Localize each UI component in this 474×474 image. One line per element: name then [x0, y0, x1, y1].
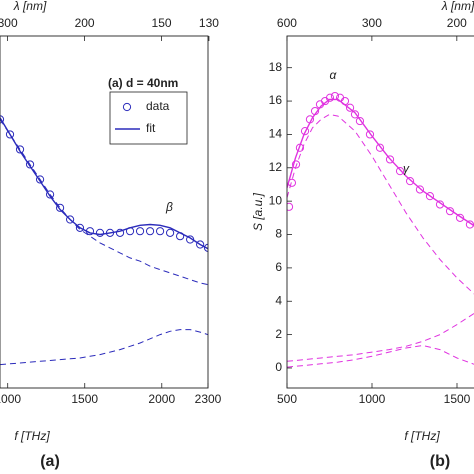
data-point	[196, 240, 205, 249]
legend-box	[109, 91, 188, 145]
y-tick-label: 12	[269, 160, 283, 174]
data-point	[455, 213, 465, 222]
dashed-curve	[287, 344, 474, 368]
y-tick-label: 10	[269, 193, 283, 207]
data-point	[145, 227, 155, 236]
data-point	[405, 177, 415, 186]
panel-caption: (b)	[430, 453, 450, 470]
y-tick-label: 8	[275, 227, 282, 241]
fit-curve	[0, 117, 208, 250]
legend-title: (a) d = 40nm	[108, 76, 178, 90]
annotation: β	[165, 200, 173, 214]
dashed-curve	[0, 119, 208, 286]
y-tick-label: 4	[275, 293, 282, 307]
data-point	[135, 227, 145, 236]
x-axis-label: f [THz]	[14, 429, 50, 443]
legend-label: fit	[146, 121, 156, 135]
y-tick-label: 18	[269, 60, 283, 74]
data-point	[345, 103, 355, 112]
x-tick-label: 1000	[0, 392, 21, 406]
panel-caption: (a)	[40, 453, 60, 470]
x2-tick-label: 200	[75, 16, 95, 30]
x2-tick-label: 150	[152, 16, 172, 30]
annotation: α	[329, 68, 337, 82]
data-point	[55, 203, 65, 212]
y-tick-label: 6	[275, 260, 282, 274]
data-point	[375, 143, 385, 152]
data-point	[95, 228, 105, 237]
x-tick-label: 1500	[444, 392, 471, 406]
plot-area	[287, 91, 474, 368]
x2-axis-label: λ [nm]	[13, 0, 47, 13]
x2-tick-label: 300	[362, 16, 382, 30]
data-point	[165, 228, 175, 237]
data-point	[115, 228, 125, 237]
fit-curve	[287, 98, 474, 227]
annotation: γ	[403, 162, 410, 176]
legend-marker	[122, 102, 132, 112]
data-point	[155, 227, 165, 236]
data-point	[15, 145, 25, 154]
data-point	[325, 93, 335, 102]
data-point	[66, 215, 75, 224]
dashed-curve	[0, 329, 208, 366]
data-point	[425, 192, 435, 201]
y-tick-label: 16	[269, 93, 283, 107]
x2-tick-label: 600	[277, 16, 297, 30]
frame	[0, 35, 209, 389]
data-point	[330, 91, 340, 101]
x-tick-label: 2000	[148, 392, 175, 406]
data-point	[445, 207, 455, 216]
data-point	[350, 110, 360, 119]
x-tick-label: 2300	[195, 392, 222, 406]
data-point	[5, 130, 15, 139]
y-axis-label: S [a.u.]	[251, 192, 265, 231]
data-point	[355, 116, 365, 126]
data-point	[287, 202, 294, 211]
data-point	[35, 175, 45, 184]
data-point	[395, 167, 405, 176]
plot-area	[0, 115, 208, 366]
y-tick-label: 0	[275, 360, 282, 374]
x2-tick-label: 300	[0, 16, 18, 30]
data-point	[0, 115, 5, 124]
data-point	[75, 223, 85, 232]
x-axis-label: f [THz]	[404, 429, 440, 443]
data-point	[415, 185, 425, 194]
x-tick-label: 1000	[359, 392, 386, 406]
data-point	[365, 130, 375, 139]
y-tick-label: 14	[269, 127, 283, 141]
data-point	[25, 160, 35, 169]
x2-tick-label: 130	[199, 16, 219, 30]
data-point	[291, 160, 301, 169]
data-point	[45, 190, 55, 199]
x2-axis-label: λ [nm]	[441, 0, 474, 13]
dashed-curve	[287, 113, 474, 295]
y-tick-label: 2	[275, 327, 282, 341]
x2-tick-label: 200	[447, 16, 467, 30]
x-tick-label: 1500	[71, 392, 98, 406]
legend-label: data	[146, 99, 170, 113]
frame	[286, 35, 474, 389]
data-point	[300, 126, 310, 136]
x-tick-label: 500	[277, 392, 297, 406]
data-point	[385, 155, 395, 164]
